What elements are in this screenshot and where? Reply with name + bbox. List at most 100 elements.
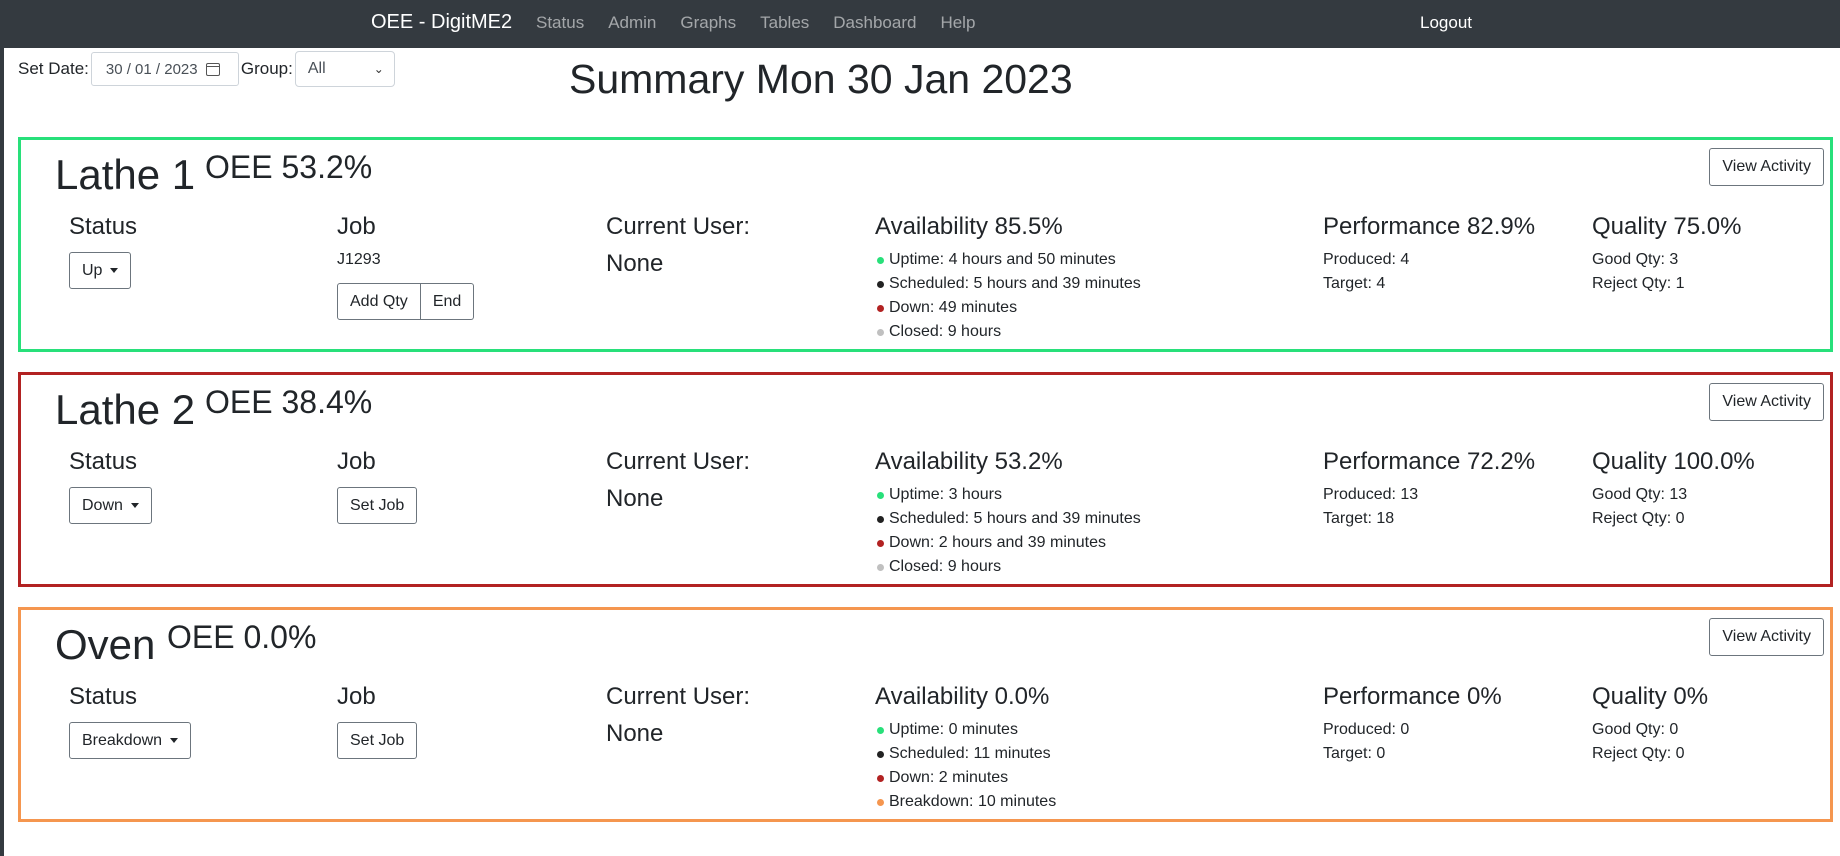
performance-column: Performance 82.9% Produced: 4 Target: 4 <box>1323 212 1535 296</box>
current-user-value: None <box>606 250 664 277</box>
calendar-icon[interactable] <box>205 62 220 76</box>
nav-help-link[interactable]: Help <box>940 13 976 32</box>
scheduled-dot-icon <box>877 280 884 288</box>
target-text: Target: 18 <box>1323 510 1395 527</box>
nav-dashboard-link[interactable]: Dashboard <box>833 13 917 32</box>
breakdown-dot-icon <box>877 798 884 806</box>
status-heading: Status <box>69 213 138 240</box>
closed-dot-icon <box>877 328 884 336</box>
window-left-edge <box>0 0 4 856</box>
availability-column: Availability 0.0% Uptime: 0 minutes Sche… <box>875 682 1056 814</box>
filter-bar: Set Date: 30 / 01 / 2023 Group: All ⌄ <box>18 51 395 87</box>
good-qty-text: Good Qty: 13 <box>1592 486 1688 503</box>
list-item: Scheduled: 5 hours and 39 minutes <box>875 507 1141 531</box>
view-activity-button[interactable]: View Activity <box>1709 618 1824 656</box>
status-dropdown[interactable]: Down <box>69 487 152 524</box>
user-column: Current User: None <box>606 447 750 513</box>
add-qty-button[interactable]: Add Qty <box>337 283 421 320</box>
caret-down-icon <box>170 738 179 743</box>
closed-text: Closed: 9 hours <box>889 558 1002 575</box>
scheduled-dot-icon <box>877 515 884 523</box>
breakdown-text: Breakdown: 10 minutes <box>889 793 1057 810</box>
list-item: Uptime: 0 minutes <box>875 718 1056 742</box>
status-column: Status Down <box>69 447 152 524</box>
end-job-button[interactable]: End <box>420 283 475 320</box>
status-dropdown[interactable]: Up <box>69 252 132 289</box>
quality-heading: Quality 75.0% <box>1592 213 1742 240</box>
machine-name: Lathe 2 <box>55 386 196 433</box>
list-item: Scheduled: 11 minutes <box>875 742 1056 766</box>
job-column: Job J1293 Add Qty End <box>337 212 475 320</box>
scheduled-text: Scheduled: 5 hours and 39 minutes <box>889 510 1141 527</box>
current-user-value: None <box>606 720 664 747</box>
machine-card: Lathe 1 OEE 53.2% View Activity Status U… <box>18 137 1833 352</box>
closed-dot-icon <box>877 563 884 571</box>
view-activity-button[interactable]: View Activity <box>1709 383 1824 421</box>
quality-column: Quality 75.0% Good Qty: 3 Reject Qty: 1 <box>1592 212 1741 296</box>
caret-down-icon <box>110 268 119 273</box>
reject-qty-text: Reject Qty: 1 <box>1592 275 1685 292</box>
scheduled-text: Scheduled: 11 minutes <box>889 745 1051 762</box>
group-label: Group: <box>240 59 293 78</box>
job-heading: Job <box>337 448 376 475</box>
list-item: Breakdown: 10 minutes <box>875 790 1056 814</box>
set-date-label: Set Date: <box>18 59 89 78</box>
availability-column: Availability 85.5% Uptime: 4 hours and 5… <box>875 212 1141 344</box>
status-value: Down <box>82 496 123 514</box>
list-item: Down: 2 minutes <box>875 766 1056 790</box>
list-item: Down: 49 minutes <box>875 296 1141 320</box>
performance-column: Performance 72.2% Produced: 13 Target: 1… <box>1323 447 1535 531</box>
date-input[interactable]: 30 / 01 / 2023 <box>90 52 239 86</box>
logout-link[interactable]: Logout <box>1420 13 1472 32</box>
down-text: Down: 2 minutes <box>889 769 1009 786</box>
oee-value: OEE 53.2% <box>205 149 373 185</box>
current-user-heading: Current User: <box>606 683 751 710</box>
current-user-heading: Current User: <box>606 213 751 240</box>
status-value: Up <box>82 261 103 279</box>
top-navbar: OEE - DigitME2 Status Admin Graphs Table… <box>0 0 1840 48</box>
uptime-dot-icon <box>877 726 884 734</box>
set-job-button[interactable]: Set Job <box>337 722 418 759</box>
target-text: Target: 4 <box>1323 275 1386 292</box>
status-heading: Status <box>69 683 138 710</box>
machine-card: Oven OEE 0.0% View Activity Status Break… <box>18 607 1833 822</box>
availability-list: Uptime: 0 minutes Scheduled: 11 minutes … <box>875 718 1056 814</box>
nav-links: Status Admin Graphs Tables Dashboard Hel… <box>536 13 999 33</box>
nav-tables-link[interactable]: Tables <box>760 13 810 32</box>
performance-heading: Performance 82.9% <box>1323 213 1536 240</box>
status-heading: Status <box>69 448 138 475</box>
uptime-dot-icon <box>877 491 884 499</box>
view-activity-button[interactable]: View Activity <box>1709 148 1824 186</box>
nav-status-link[interactable]: Status <box>536 13 585 32</box>
list-item: Scheduled: 5 hours and 39 minutes <box>875 272 1141 296</box>
set-job-button[interactable]: Set Job <box>337 487 418 524</box>
target-text: Target: 0 <box>1323 745 1386 762</box>
caret-down-icon <box>130 503 139 508</box>
brand-link[interactable]: OEE - DigitME2 <box>371 11 513 33</box>
nav-graphs-link[interactable]: Graphs <box>680 13 737 32</box>
uptime-dot-icon <box>877 256 884 264</box>
down-text: Down: 49 minutes <box>889 299 1018 316</box>
scheduled-dot-icon <box>877 750 884 758</box>
uptime-text: Uptime: 4 hours and 50 minutes <box>889 251 1116 268</box>
group-select[interactable]: All ⌄ <box>294 51 395 87</box>
job-code: J1293 <box>337 251 381 268</box>
performance-heading: Performance 72.2% <box>1323 448 1536 475</box>
produced-text: Produced: 13 <box>1323 486 1419 503</box>
quality-heading: Quality 0% <box>1592 683 1709 710</box>
reject-qty-text: Reject Qty: 0 <box>1592 510 1685 527</box>
down-text: Down: 2 hours and 39 minutes <box>889 534 1107 551</box>
oee-value: OEE 38.4% <box>205 384 373 420</box>
status-dropdown[interactable]: Breakdown <box>69 722 192 759</box>
current-user-heading: Current User: <box>606 448 751 475</box>
availability-column: Availability 53.2% Uptime: 3 hours Sched… <box>875 447 1141 579</box>
uptime-text: Uptime: 0 minutes <box>889 721 1018 738</box>
good-qty-text: Good Qty: 3 <box>1592 251 1679 268</box>
availability-heading: Availability 0.0% <box>875 683 1050 710</box>
quality-heading: Quality 100.0% <box>1592 448 1755 475</box>
status-column: Status Up <box>69 212 137 289</box>
performance-column: Performance 0% Produced: 0 Target: 0 <box>1323 682 1502 766</box>
page-title: Summary Mon 30 Jan 2023 <box>569 56 1073 102</box>
user-column: Current User: None <box>606 212 750 278</box>
nav-admin-link[interactable]: Admin <box>608 13 657 32</box>
